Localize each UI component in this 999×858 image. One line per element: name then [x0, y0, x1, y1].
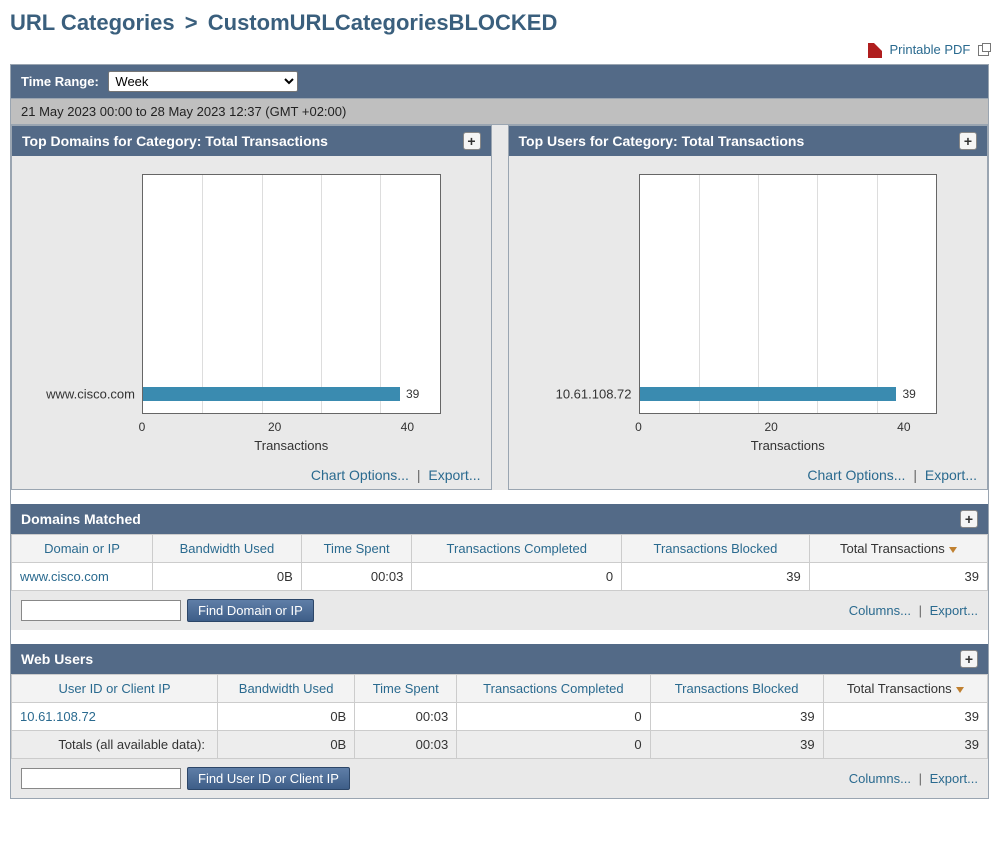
users-columns-link[interactable]: Columns... [849, 771, 911, 786]
table-header[interactable]: Bandwidth Used [153, 535, 302, 563]
users-export-link[interactable]: Export... [930, 771, 978, 786]
domains-matched-table: Domain or IPBandwidth UsedTime SpentTran… [11, 534, 988, 591]
breadcrumb-separator: > [185, 10, 198, 35]
web-users-section: Web Users + User ID or Client IPBandwidt… [11, 644, 988, 798]
top-users-xaxis-title: Transactions [639, 438, 938, 453]
printable-pdf-label: Printable PDF [889, 42, 970, 57]
time-range-bar: Time Range: HourDayWeekMonthYearCustom..… [11, 65, 988, 99]
breadcrumb-parent[interactable]: URL Categories [10, 10, 175, 35]
top-users-title: Top Users for Category: Total Transactio… [519, 133, 805, 149]
expand-web-users-button[interactable]: + [960, 650, 978, 668]
find-domain-button[interactable]: Find Domain or IP [187, 599, 314, 622]
table-header[interactable]: Total Transactions [823, 675, 987, 703]
popout-icon [978, 45, 989, 56]
time-range-select[interactable]: HourDayWeekMonthYearCustom... [108, 71, 298, 92]
chart-bar-label: 10.61.108.72 [556, 387, 632, 402]
table-header[interactable]: Domain or IP [12, 535, 153, 563]
table-header[interactable]: Transactions Completed [412, 535, 622, 563]
breadcrumb-current: CustomURLCategoriesBLOCKED [208, 10, 558, 35]
table-header[interactable]: Transactions Completed [457, 675, 650, 703]
find-user-button[interactable]: Find User ID or Client IP [187, 767, 350, 790]
table-header[interactable]: Time Spent [355, 675, 457, 703]
top-domains-chart: www.cisco.com39 [142, 174, 441, 414]
chart-bar [640, 387, 897, 401]
time-range-display: 21 May 2023 00:00 to 28 May 2023 12:37 (… [11, 99, 988, 125]
breadcrumb: URL Categories > CustomURLCategoriesBLOC… [10, 10, 989, 36]
users-chart-export-link[interactable]: Export... [925, 467, 977, 483]
sort-descending-icon [956, 687, 964, 693]
table-totals-row: Totals (all available data):0B00:0303939 [12, 731, 988, 759]
expand-domains-matched-button[interactable]: + [960, 510, 978, 528]
sort-descending-icon [949, 547, 957, 553]
top-domains-title: Top Domains for Category: Total Transact… [22, 133, 328, 149]
top-domains-xaxis-title: Transactions [142, 438, 441, 453]
main-panel: Time Range: HourDayWeekMonthYearCustom..… [10, 64, 989, 799]
expand-users-button[interactable]: + [959, 132, 977, 150]
chart-bar-value: 39 [406, 387, 419, 401]
table-header[interactable]: Time Spent [301, 535, 412, 563]
domains-matched-section: Domains Matched + Domain or IPBandwidth … [11, 504, 988, 630]
find-user-input[interactable] [21, 768, 181, 789]
table-row: 10.61.108.720B00:0303939 [12, 703, 988, 731]
table-header[interactable]: Bandwidth Used [218, 675, 355, 703]
chart-bar-value: 39 [902, 387, 915, 401]
table-header[interactable]: Transactions Blocked [622, 535, 810, 563]
find-domain-input[interactable] [21, 600, 181, 621]
pdf-icon [868, 43, 882, 58]
top-users-card: Top Users for Category: Total Transactio… [508, 125, 989, 490]
domains-chart-export-link[interactable]: Export... [428, 467, 480, 483]
chart-bar-label: www.cisco.com [46, 387, 135, 402]
table-row: www.cisco.com0B00:0303939 [12, 563, 988, 591]
domains-matched-title: Domains Matched [21, 511, 141, 527]
table-header[interactable]: Total Transactions [809, 535, 987, 563]
printable-pdf-link[interactable]: Printable PDF [868, 42, 989, 57]
top-domains-card: Top Domains for Category: Total Transact… [11, 125, 492, 490]
expand-domains-button[interactable]: + [463, 132, 481, 150]
table-header[interactable]: Transactions Blocked [650, 675, 823, 703]
time-range-label: Time Range: [21, 74, 99, 89]
domain-link[interactable]: www.cisco.com [20, 569, 109, 584]
chart-bar [143, 387, 400, 401]
users-chart-options-link[interactable]: Chart Options... [807, 467, 905, 483]
domains-export-link[interactable]: Export... [930, 603, 978, 618]
domains-columns-link[interactable]: Columns... [849, 603, 911, 618]
top-users-chart: 10.61.108.7239 [639, 174, 938, 414]
web-users-title: Web Users [21, 651, 93, 667]
web-users-table: User ID or Client IPBandwidth UsedTime S… [11, 674, 988, 759]
user-link[interactable]: 10.61.108.72 [20, 709, 96, 724]
table-header[interactable]: User ID or Client IP [12, 675, 218, 703]
domains-chart-options-link[interactable]: Chart Options... [311, 467, 409, 483]
